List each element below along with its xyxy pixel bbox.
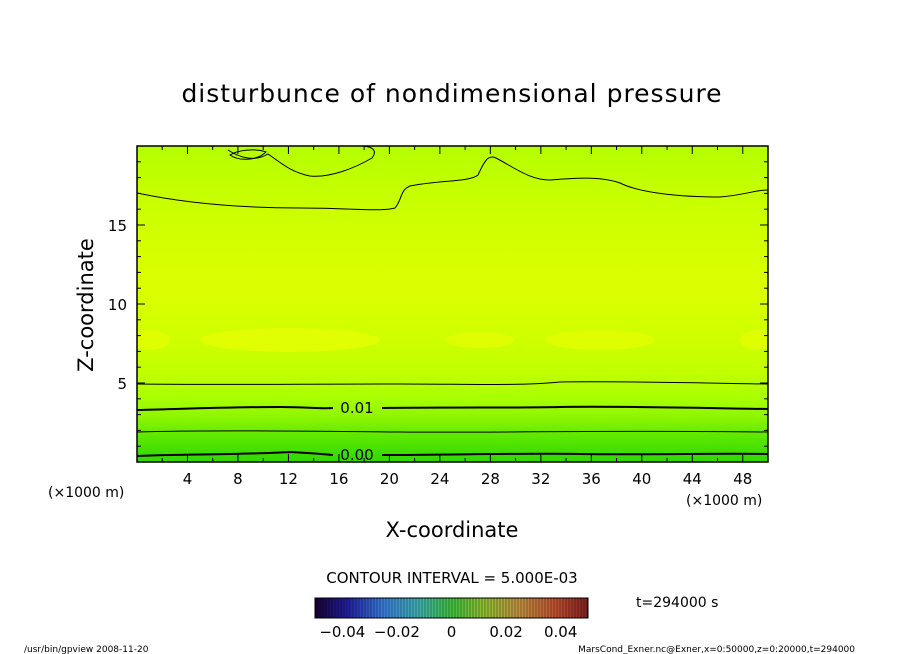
chart-title: disturbunce of nondimensional pressure — [181, 79, 722, 108]
contour-line — [137, 450, 334, 457]
x-tick-label: 44 — [683, 470, 702, 488]
contour-line — [137, 381, 768, 385]
contour-label: 0.01 — [340, 399, 373, 417]
y-axis-title: Z-coordinate — [74, 238, 98, 372]
contour-line — [137, 405, 334, 411]
contour-line — [137, 156, 768, 211]
x-tick-label: 32 — [531, 470, 550, 488]
x-tick-label: 12 — [279, 470, 298, 488]
axis-ticks — [137, 146, 768, 462]
x-tick-label: 4 — [183, 470, 193, 488]
y-tick-label: 5 — [117, 375, 127, 393]
x-tick-label: 48 — [733, 470, 752, 488]
contour-interval-label: CONTOUR INTERVAL = 5.000E-03 — [326, 569, 577, 587]
time-label: t=294000 s — [636, 595, 718, 611]
colorbar-tick-label: −0.04 — [319, 623, 365, 641]
x-unit-label: (×1000 m) — [686, 493, 762, 509]
x-tick-labels: 4 8 12 16 20 24 28 32 36 40 44 48 — [183, 470, 753, 488]
x-tick-label: 8 — [233, 470, 243, 488]
y-tick-label: 15 — [108, 217, 127, 235]
contour-line — [137, 430, 768, 433]
light-blob — [445, 332, 515, 348]
x-tick-label: 16 — [329, 470, 348, 488]
colorbar-stripes — [316, 598, 588, 618]
x-tick-label: 24 — [430, 470, 449, 488]
colorbar-tick-label: 0.02 — [489, 623, 522, 641]
y-tick-labels: 5 10 15 — [108, 217, 127, 393]
contour-line — [229, 149, 267, 160]
z-unit-label: (×1000 m) — [48, 485, 124, 501]
x-tick-label: 28 — [481, 470, 500, 488]
footer-left: /usr/bin/gpview 2008-11-20 — [24, 645, 149, 654]
colorbar-tick-label: 0 — [447, 623, 457, 641]
x-axis-title: X-coordinate — [386, 518, 519, 542]
plot-area — [137, 146, 768, 462]
light-blob — [545, 330, 655, 350]
contour-line — [381, 452, 768, 456]
contour-line — [381, 405, 768, 410]
colorbar-tick-label: 0.04 — [544, 623, 577, 641]
field-fill — [137, 146, 768, 462]
colorbar-frame — [314, 597, 589, 619]
x-tick-label: 40 — [632, 470, 651, 488]
light-blob — [740, 330, 768, 350]
colorbar — [315, 598, 588, 618]
x-tick-label: 20 — [380, 470, 399, 488]
footer-right: MarsCond_Exner.nc@Exner,x=0:50000,z=0:20… — [578, 645, 855, 654]
colorbar-tick-labels: −0.04 −0.02 0 0.02 0.04 — [319, 623, 577, 641]
colorbar-tick-label: −0.02 — [374, 623, 420, 641]
contour-label: 0.00 — [340, 446, 373, 464]
contour-line — [227, 146, 375, 177]
light-blob — [200, 328, 380, 352]
x-tick-label: 36 — [582, 470, 601, 488]
y-tick-label: 10 — [108, 296, 127, 314]
light-blob — [137, 330, 170, 350]
